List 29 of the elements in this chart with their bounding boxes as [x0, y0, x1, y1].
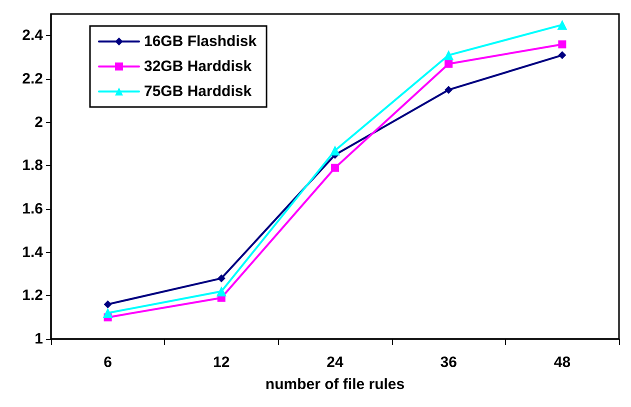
point	[444, 60, 453, 68]
x-axis-title: number of file rules	[265, 376, 405, 393]
point	[104, 300, 112, 308]
x-tick-label: 24	[326, 354, 344, 371]
legend-label: 32GB Harddisk	[144, 58, 252, 75]
point	[331, 164, 339, 172]
point	[444, 86, 453, 94]
point	[557, 20, 568, 30]
point	[330, 146, 340, 156]
point	[217, 274, 226, 282]
y-tick-label: 2.4	[22, 27, 44, 44]
x-tick-label: 48	[554, 354, 571, 371]
y-tick-label: 1.4	[22, 244, 44, 261]
point	[216, 286, 226, 296]
x-tick-label: 12	[213, 354, 230, 371]
y-tick-label: 1.8	[22, 157, 43, 174]
y-tick-label: 1.2	[22, 287, 43, 304]
y-tick-label: 1	[34, 330, 43, 348]
legend-label: 16GB Flashdisk	[144, 33, 258, 50]
x-tick-label: 36	[440, 354, 457, 371]
x-tick-label: 6	[104, 354, 112, 371]
point	[102, 308, 113, 318]
y-tick-label: 2.2	[22, 70, 43, 88]
y-tick-label: 2	[34, 114, 43, 131]
y-tick-label: 1.6	[22, 200, 43, 218]
legend-label: 75GB Harddisk	[144, 83, 252, 100]
point	[558, 51, 566, 60]
point	[444, 50, 454, 60]
point	[558, 40, 566, 48]
